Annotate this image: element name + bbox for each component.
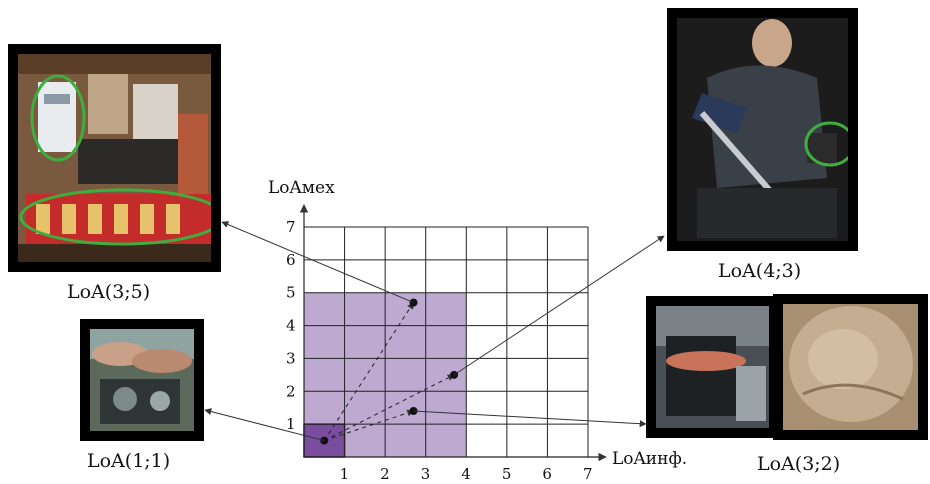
worker-image [677,18,848,241]
chart-area: 1 2 3 4 5 6 7 1 2 3 4 5 6 7 [286,204,607,483]
connector-line [453,235,665,376]
y-tick-label: 2 [286,382,296,400]
x-tick-label: 6 [542,465,552,483]
y-tick-label: 7 [286,218,296,236]
connector-line [204,408,325,442]
y-tick-label: 6 [286,251,296,269]
connector-lines [204,221,665,442]
caption-loa-1-1: LoA(1;1) [87,450,171,472]
photo-worker-tool [667,8,858,251]
y-axis-title: LoAмех [268,178,335,198]
highlight-ring [804,121,848,167]
x-tick-label: 4 [461,465,471,483]
control-panel-image [18,54,211,262]
x-axis-title: LoAинф. [612,449,687,469]
photo-control-panel [8,44,221,272]
caption-loa-3-2: LoA(3;2) [757,453,841,475]
highlight-ring [30,74,86,162]
x-tick-label: 2 [380,465,390,483]
inspection-image [783,304,918,430]
x-tick-label: 7 [583,465,593,483]
photo-worker-arm [646,296,779,438]
photo-inspection-view [773,294,928,440]
connector-line [413,410,647,428]
progression-arrow [324,374,455,442]
caption-loa-3-5: LoA(3;5) [67,281,151,303]
x-tick-label: 1 [340,465,350,483]
connector-line [221,221,414,304]
y-tick-label: 1 [286,415,296,433]
y-tick-label: 5 [286,284,296,302]
progression-arrow [323,301,414,441]
caption-loa-4-3: LoA(4;3) [718,260,802,282]
y-tick-label: 4 [286,317,296,335]
hands-image [90,329,194,431]
highlight-ring [19,188,211,246]
x-tick-label: 5 [502,465,512,483]
x-tick-label: 3 [421,465,431,483]
y-tick-label: 3 [286,349,296,367]
photo-hands-assembly [80,319,204,441]
worker-arm-image [656,306,769,428]
